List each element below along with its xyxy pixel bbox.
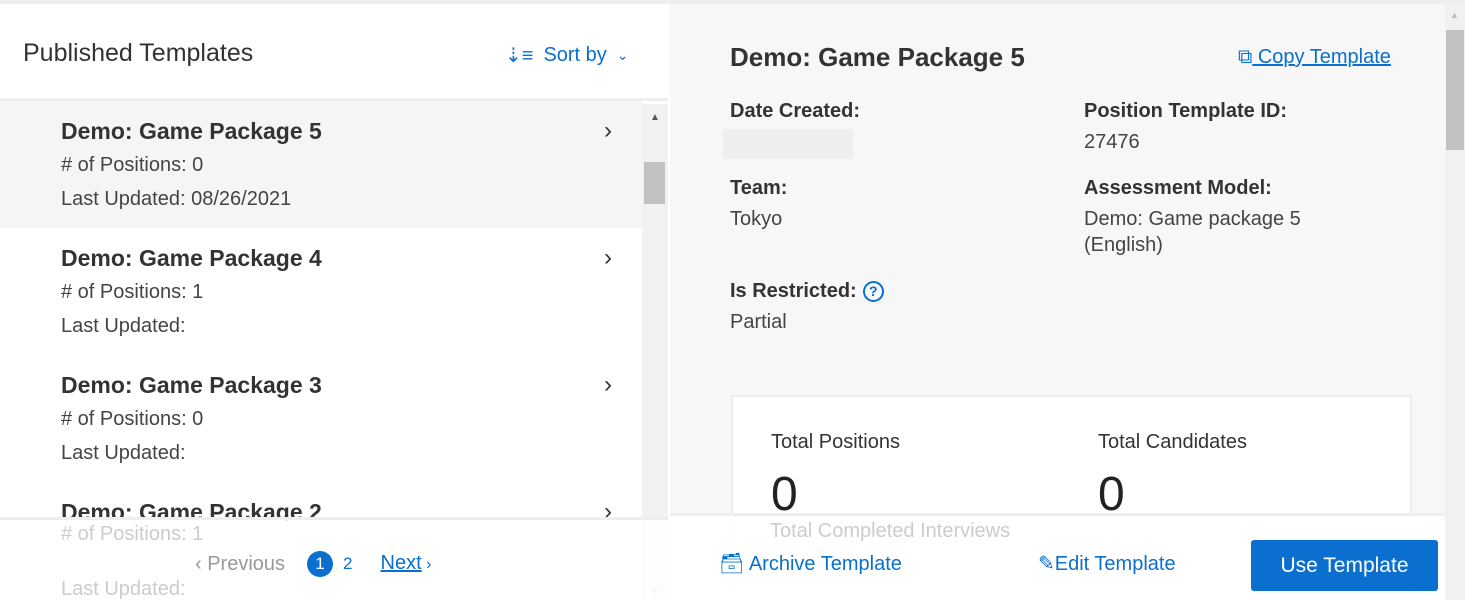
template-list: Demo: Game Package 5 # of Positions: 0 L… [0, 101, 642, 521]
positions-count: # of Positions: 1 [61, 281, 204, 303]
last-updated: Last Updated: [61, 578, 186, 600]
action-footer: Total Completed Interviews 🗃 Archive Tem… [670, 513, 1445, 600]
page-2-button[interactable]: 2 [343, 554, 353, 573]
help-icon[interactable]: ? [862, 281, 884, 302]
template-id-field: Position Template ID: 27476 [1084, 100, 1287, 155]
restricted-field: Is Restricted:? Partial [730, 280, 884, 335]
chevron-right-icon: › [604, 117, 612, 144]
field-label: Date Created: [730, 100, 861, 122]
scroll-up-icon[interactable]: ▲ [1450, 10, 1459, 20]
positions-count: # of Positions: 1 [61, 523, 204, 545]
next-button[interactable]: Next › [380, 552, 432, 574]
template-title: Demo: Game Package 5 [61, 118, 322, 144]
template-title: Demo: Game Package 2 [61, 499, 322, 521]
template-title: Demo: Game Package 4 [61, 245, 322, 271]
field-value: 27476 [1084, 131, 1140, 153]
chevron-right-icon: › [604, 498, 612, 521]
template-item[interactable]: Demo: Game Package 4 # of Positions: 1 L… [0, 228, 642, 355]
field-label: Position Template ID: [1084, 100, 1287, 122]
archive-label: Archive Template [748, 553, 902, 575]
detail-scrollbar[interactable]: ▲ [1445, 4, 1465, 600]
sort-icon: ⇣≡ [505, 45, 534, 67]
stat-label: Total Completed Interviews [770, 520, 1011, 542]
template-title: Demo: Game Package 3 [61, 372, 322, 398]
stat-value: 0 [771, 468, 798, 521]
date-created-value [723, 129, 853, 159]
archive-template-button[interactable]: 🗃 Archive Template [719, 552, 902, 576]
panel-title: Published Templates [23, 39, 254, 67]
template-item[interactable]: Demo: Game Package 3 # of Positions: 0 L… [0, 355, 642, 482]
field-label: Team: [730, 177, 788, 199]
team-field: Team: Tokyo [730, 177, 787, 232]
page-1-button[interactable]: 1 [307, 551, 334, 577]
sort-dropdown[interactable]: ⇣≡ Sort by ⌄ [505, 43, 629, 68]
pagination: ‹ Previous 1 2 Next › [195, 550, 431, 578]
previous-label: Previous [207, 553, 286, 575]
chevron-right-icon: › [604, 244, 612, 271]
assessment-model-field: Assessment Model: Demo: Game package 5 (… [1084, 177, 1301, 258]
archive-icon: 🗃 [719, 553, 745, 575]
last-updated: Last Updated: 08/26/2021 [61, 188, 292, 210]
stat-value: 0 [1098, 468, 1125, 521]
positions-count: # of Positions: 0 [61, 408, 204, 430]
panel-header: Published Templates ⇣≡ Sort by ⌄ [0, 4, 668, 101]
copy-template-link[interactable]: ⧉ Copy Template [1238, 46, 1391, 69]
pagination-footer: # of Positions: 1 Last Updated: ‹ Previo… [0, 517, 668, 600]
use-template-button[interactable]: Use Template [1251, 540, 1438, 591]
last-updated: Last Updated: [61, 442, 186, 464]
scrollbar-thumb[interactable] [1446, 30, 1464, 150]
chevron-right-icon: › [604, 371, 612, 398]
templates-panel: Published Templates ⇣≡ Sort by ⌄ Demo: G… [0, 4, 668, 600]
edit-template-button[interactable]: ✎Edit Template [1038, 552, 1176, 576]
last-updated: Last Updated: [61, 315, 186, 337]
previous-button[interactable]: ‹ Previous [195, 553, 286, 575]
pencil-icon: ✎ [1038, 553, 1055, 575]
sort-label: Sort by [543, 44, 607, 66]
copy-label: Copy Template [1257, 46, 1391, 68]
scroll-up-icon[interactable]: ▲ [650, 112, 660, 123]
next-label: Next [380, 552, 422, 574]
template-detail-panel: Demo: Game Package 5 ⧉ Copy Template Dat… [670, 4, 1445, 600]
positions-count: # of Positions: 0 [61, 154, 204, 176]
top-border [0, 0, 1465, 4]
field-label: Is Restricted: [730, 280, 857, 302]
chevron-down-icon: ⌄ [616, 47, 629, 63]
stat-label: Total Candidates [1098, 431, 1247, 453]
field-value: Demo: Game package 5 [1084, 208, 1301, 230]
scrollbar-thumb[interactable] [644, 162, 665, 204]
template-item[interactable]: Demo: Game Package 5 # of Positions: 0 L… [0, 101, 642, 228]
stat-label: Total Positions [771, 431, 900, 453]
date-created-field: Date Created: [723, 100, 861, 159]
copy-icon: ⧉ [1238, 46, 1253, 68]
template-item[interactable]: Demo: Game Package 2 › [0, 482, 642, 521]
detail-title: Demo: Game Package 5 [730, 42, 1025, 72]
field-value: Tokyo [730, 208, 783, 230]
edit-label: Edit Template [1054, 553, 1176, 575]
field-value: Partial [730, 311, 787, 333]
field-value: (English) [1084, 234, 1163, 256]
field-label: Assessment Model: [1084, 177, 1272, 199]
